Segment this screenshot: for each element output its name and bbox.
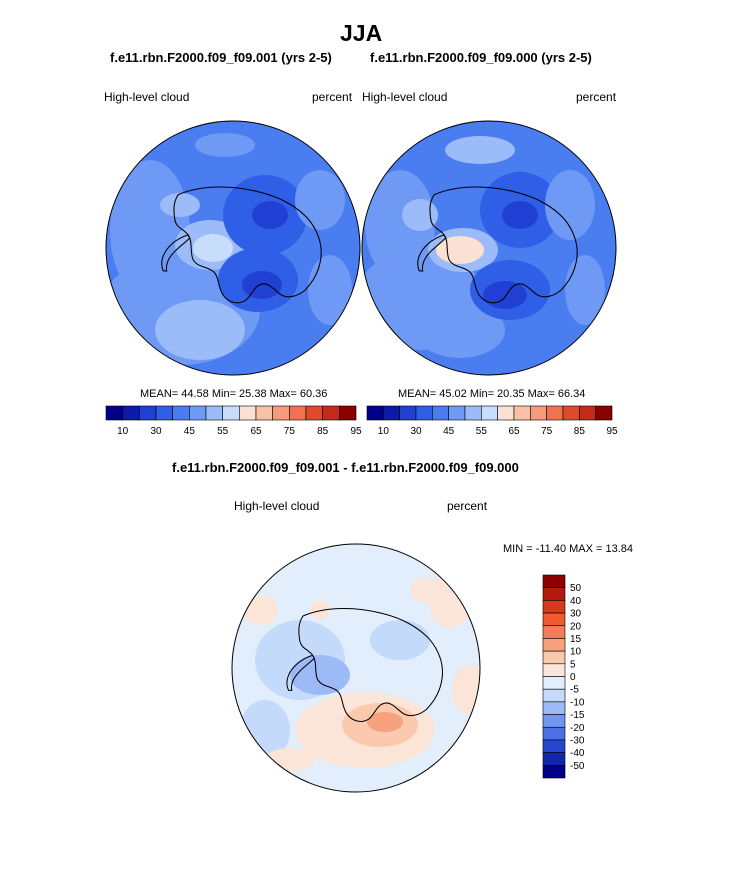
difference-colorbar-swatch: [542, 676, 566, 690]
panel-2-colorbar-swatch: [448, 405, 466, 421]
panel-1-colorbar-swatch: [122, 405, 140, 421]
difference-colorbar-swatch: [542, 688, 566, 703]
difference-minmax: MIN = -11.40 MAX = 13.84: [503, 543, 634, 555]
panel-2-colorbar-swatch: [432, 405, 449, 421]
panel-1-colorbar-tick-label: 95: [350, 426, 362, 437]
panel-2-colorbar-swatch: [530, 405, 547, 421]
panel-2-unit-label: percent: [576, 90, 617, 104]
difference-colorbar-swatch: [542, 625, 566, 639]
panel-2-colorbar: 10 30 45 55 65 75 85 95: [366, 405, 618, 437]
panel-2-field-label: High-level cloud: [362, 90, 448, 104]
difference-colorbar-swatch: [542, 638, 566, 652]
difference-colorbar-tick-label: 5: [570, 659, 576, 670]
difference-colorbar-tick-label: 20: [570, 621, 582, 632]
difference-colorbar-swatch: [542, 650, 566, 665]
difference-colorbar-swatch: [542, 587, 566, 601]
panel-2-title: f.e11.rbn.F2000.f09_f09.000 (yrs 2-5): [370, 50, 592, 65]
panel-1-colorbar-swatch: [222, 405, 240, 421]
difference-colorbar-tick-label: 40: [570, 596, 582, 607]
difference-colorbar-tick-label: -15: [570, 710, 585, 721]
difference-colorbar-tick-label: -50: [570, 761, 585, 772]
panel-2-colorbar-swatch: [497, 405, 515, 421]
panel-2-colorbar-swatch: [513, 405, 531, 421]
difference-map: [231, 543, 481, 793]
panel-2-stats: MEAN= 45.02 Min= 20.35 Max= 66.34: [398, 388, 586, 400]
panel-2-colorbar-tick-label: 85: [574, 426, 586, 437]
panel-1-colorbar-tick-label: 65: [250, 426, 262, 437]
difference-unit-label: percent: [447, 499, 488, 513]
difference-colorbar-swatch: [542, 701, 566, 715]
panel-2-colorbar-tick-label: 45: [443, 426, 455, 437]
panel-2-colorbar-tick-label: 75: [541, 426, 553, 437]
difference-colorbar-tick-label: 50: [570, 583, 582, 594]
difference-colorbar-swatch: [542, 612, 566, 627]
panel-2-colorbar-swatch: [546, 405, 564, 421]
difference-colorbar-tick-label: 0: [570, 672, 576, 683]
difference-colorbar-swatch: [542, 663, 566, 677]
difference-colorbar-swatch: [542, 739, 566, 753]
panel-2-colorbar-tick-label: 30: [410, 426, 422, 437]
difference-colorbar-tick-label: -20: [570, 723, 585, 734]
panel-1-colorbar-swatch: [205, 405, 223, 421]
panel-1-title: f.e11.rbn.F2000.f09_f09.001 (yrs 2-5): [110, 50, 332, 65]
panel-2-map: [361, 120, 617, 376]
panel-1-field-label: High-level cloud: [104, 90, 190, 104]
figure-title: JJA: [340, 20, 383, 46]
panel-1-unit-label: percent: [312, 90, 353, 104]
panel-2-colorbar-tick-label: 95: [606, 426, 618, 437]
panel-2-colorbar-swatch: [595, 405, 613, 421]
panel-1-colorbar-swatch: [339, 405, 357, 421]
panel-1-colorbar-tick-label: 30: [150, 426, 162, 437]
panel-1-colorbar-swatch: [189, 405, 207, 421]
panel-2-colorbar-swatch: [366, 405, 384, 421]
panel-1-colorbar-tick-label: 45: [184, 426, 196, 437]
panel-2-colorbar-tick-label: 55: [476, 426, 488, 437]
panel-2-colorbar-swatch: [579, 405, 596, 421]
panel-1-colorbar-swatch: [239, 405, 257, 421]
difference-colorbar-tick-label: -10: [570, 697, 585, 708]
panel-2-colorbar-swatch: [383, 405, 400, 421]
panel-1-colorbar-swatch: [289, 405, 307, 421]
difference-title: f.e11.rbn.F2000.f09_f09.001 - f.e11.rbn.…: [172, 460, 519, 475]
panel-1-colorbar-swatch: [105, 405, 123, 421]
panel-1-colorbar-tick-label: 55: [217, 426, 229, 437]
difference-colorbar-tick-label: -30: [570, 735, 585, 746]
difference-field-label: High-level cloud: [234, 499, 320, 513]
difference-colorbar-tick-label: 30: [570, 609, 582, 620]
panel-1-colorbar-swatch: [255, 405, 273, 421]
panel-2-colorbar-swatch: [562, 405, 580, 421]
difference-colorbar-tick-label: -5: [570, 685, 579, 696]
difference-colorbar-tick-label: 10: [570, 647, 582, 658]
panel-2-colorbar-swatch: [399, 405, 417, 421]
panel-1-colorbar: 10 30 45 55 65 75 85 95: [105, 405, 362, 437]
panel-1-colorbar-swatch: [322, 405, 340, 421]
difference-colorbar-swatch: [542, 726, 566, 741]
panel-1-colorbar-swatch: [305, 405, 323, 421]
panel-2-colorbar-swatch: [415, 405, 433, 421]
panel-1-colorbar-swatch: [272, 405, 290, 421]
panel-1-stats: MEAN= 44.58 Min= 25.38 Max= 60.36: [140, 388, 328, 400]
panel-2-colorbar-tick-label: 65: [508, 426, 520, 437]
panel-2-colorbar-swatch: [481, 405, 498, 421]
difference-colorbar-tick-label: -40: [570, 748, 585, 759]
panel-1-colorbar-swatch: [155, 405, 173, 421]
panel-1-colorbar-swatch: [139, 405, 157, 421]
panel-1-colorbar-tick-label: 10: [117, 426, 129, 437]
panel-1-map: [105, 120, 361, 376]
difference-colorbar-tick-label: 15: [570, 634, 582, 645]
difference-colorbar-swatch: [542, 600, 566, 614]
difference-colorbar-swatch: [542, 765, 566, 779]
difference-colorbar-swatch: [542, 752, 566, 766]
difference-colorbar-swatch: [542, 574, 566, 588]
panel-1-colorbar-tick-label: 75: [284, 426, 296, 437]
panel-2-colorbar-swatch: [464, 405, 482, 421]
panel-1-colorbar-tick-label: 85: [317, 426, 329, 437]
panel-2-colorbar-tick-label: 10: [378, 426, 390, 437]
panel-1-colorbar-swatch: [172, 405, 190, 421]
difference-colorbar-swatch: [542, 714, 566, 728]
